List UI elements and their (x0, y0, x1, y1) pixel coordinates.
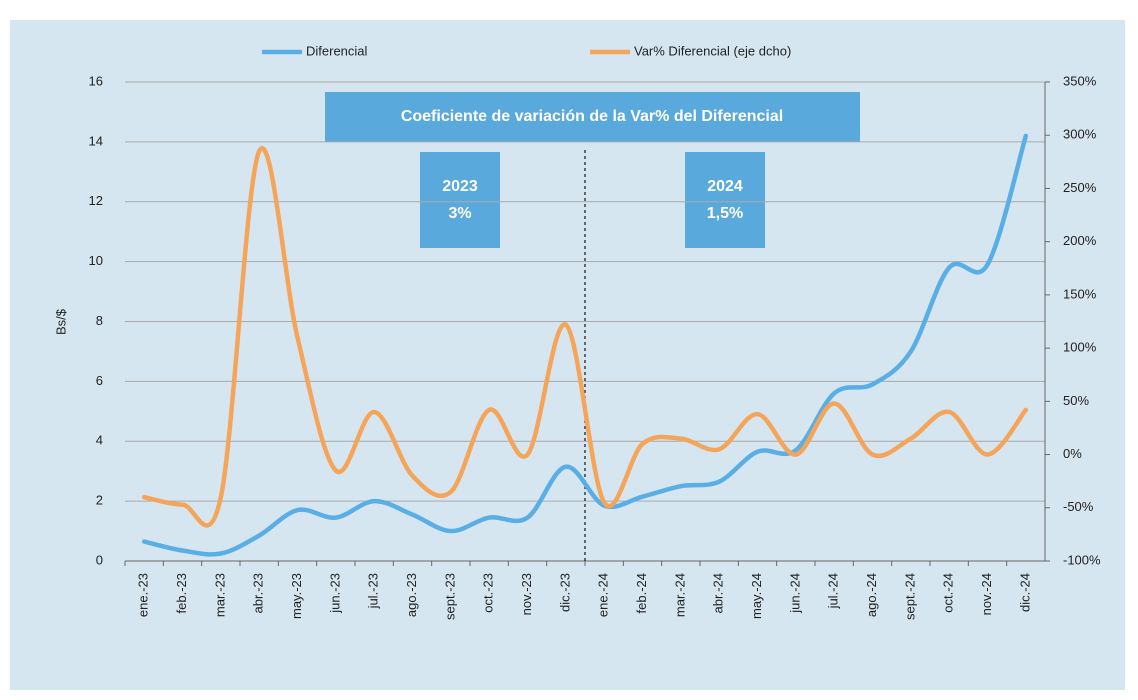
y-tick-label: 16 (89, 73, 103, 88)
x-tick-label: sept.-24 (902, 573, 917, 620)
y-tick-label: 6 (96, 373, 103, 388)
x-tick-label: jun.-24 (787, 573, 802, 614)
x-tick-label: jul.-23 (366, 573, 381, 609)
annotation: 3% (448, 205, 471, 222)
y2-tick-label: 150% (1063, 286, 1097, 301)
x-tick-label: dic.-23 (557, 573, 572, 612)
y-tick-label: 2 (96, 493, 103, 508)
x-tick-label: ene.-24 (596, 573, 611, 617)
x-tick-label: abr.-23 (251, 573, 266, 613)
x-tick-label: jul.-24 (826, 573, 841, 609)
y2-tick-label: 100% (1063, 340, 1097, 355)
x-tick-label: mar.-23 (212, 573, 227, 617)
x-tick-label: ene.-23 (136, 573, 151, 617)
x-tick-label: nov.-24 (979, 573, 994, 615)
y2-tick-label: 50% (1063, 393, 1089, 408)
x-tick-label: may.-24 (749, 573, 764, 619)
y-tick-label: 12 (89, 193, 103, 208)
y2-tick-label: 300% (1063, 127, 1097, 142)
x-tick-label: sept.-23 (442, 573, 457, 620)
y2-tick-label: 0% (1063, 446, 1082, 461)
y-tick-label: 14 (89, 133, 103, 148)
y-tick-label: 8 (96, 313, 103, 328)
x-tick-label: may.-23 (289, 573, 304, 619)
annotation-box (325, 92, 860, 142)
y2-tick-label: 350% (1063, 73, 1097, 88)
x-tick-label: oct.-24 (941, 573, 956, 613)
x-tick-label: nov.-23 (519, 573, 534, 615)
x-tick-label: oct.-23 (481, 573, 496, 613)
x-tick-label: jun.-23 (327, 573, 342, 614)
y2-tick-label: 200% (1063, 233, 1097, 248)
legend-label: Diferencial (306, 43, 368, 58)
y2-tick-label: 250% (1063, 180, 1097, 195)
annotation: 2023 (442, 178, 478, 195)
x-tick-label: mar.-24 (672, 573, 687, 617)
y-tick-label: 0 (96, 552, 103, 567)
x-tick-label: feb.-23 (174, 573, 189, 613)
annotation: 2024 (707, 178, 743, 195)
legend-label: Var% Diferencial (eje dcho) (634, 43, 791, 58)
y2-tick-label: -100% (1063, 552, 1101, 567)
annotation-box (685, 152, 765, 248)
y-tick-label: 10 (89, 253, 103, 268)
x-tick-label: ago.-23 (404, 573, 419, 617)
x-tick-label: dic.-24 (1017, 573, 1032, 612)
x-tick-label: ago.-24 (864, 573, 879, 617)
y-axis-label: Bs/$ (53, 308, 68, 335)
annotation: 1,5% (707, 205, 743, 222)
x-tick-label: abr.-24 (711, 573, 726, 613)
y2-tick-label: -50% (1063, 499, 1094, 514)
y-tick-label: 4 (96, 433, 103, 448)
series-line (141, 146, 1029, 528)
x-tick-label: feb.-24 (634, 573, 649, 613)
annotation: Coeficiente de variación de la Var% del … (401, 108, 783, 125)
series-line (141, 133, 1029, 557)
annotation-box (420, 152, 500, 248)
